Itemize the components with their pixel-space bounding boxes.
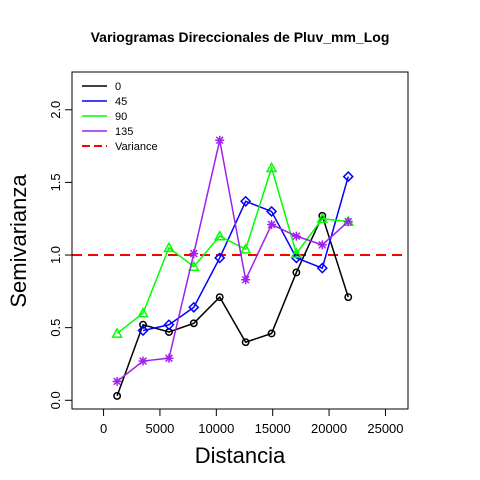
legend-item-45: 45 [82, 96, 127, 108]
legend: 0 45 90 135 Variance [82, 81, 158, 153]
data-point [291, 231, 301, 241]
x-tick-label: 20000 [311, 421, 347, 436]
data-point [266, 205, 278, 218]
legend-item-0: 0 [82, 81, 121, 93]
data-point [137, 324, 149, 337]
data-point [215, 135, 225, 145]
data-point [241, 338, 250, 347]
data-point [343, 217, 353, 227]
series-line [142, 176, 349, 332]
data-point [137, 307, 149, 318]
data-point [267, 329, 276, 338]
data-point [213, 230, 226, 241]
data-point [344, 293, 353, 302]
data-point [292, 268, 301, 277]
data-point [111, 327, 123, 338]
data-point [113, 391, 122, 400]
data-point [215, 293, 224, 302]
data-point [188, 301, 200, 313]
series-90 [111, 161, 355, 338]
marker-stroke [318, 240, 327, 249]
marker-stroke [165, 354, 173, 363]
series-line [116, 140, 349, 382]
marker-stroke [241, 275, 250, 284]
legend-label: 135 [115, 126, 133, 138]
marker-stroke [113, 377, 122, 386]
data-point [189, 319, 198, 328]
series-135 [112, 135, 353, 386]
y-tick-label: 2.0 [48, 101, 63, 119]
data-point [267, 220, 277, 230]
axes-layer: 0 5000 10000 15000 20000 25000 0.0 0.5 1.0 1.5 2.0 [48, 101, 404, 436]
data-point [290, 247, 303, 258]
data-point [342, 171, 354, 183]
data-point [239, 243, 252, 254]
y-tick-label: 1.5 [48, 173, 63, 191]
x-tick-label: 10000 [198, 421, 234, 436]
y-tick-label: 1.0 [48, 246, 63, 264]
marker-stroke [267, 220, 276, 229]
chart-title: Variogramas Direccionales de Pluv_mm_Log [91, 29, 390, 45]
series-layer [111, 135, 355, 400]
y-tick-label: 0.0 [48, 391, 63, 409]
marker-stroke [215, 136, 224, 145]
series-line [116, 165, 349, 335]
legend-item-variance: Variance [82, 141, 158, 153]
data-point [317, 240, 327, 250]
data-point [139, 320, 147, 329]
marker-stroke [189, 249, 198, 258]
marker-stroke [292, 232, 301, 241]
legend-item-135: 135 [82, 126, 133, 138]
data-point [316, 212, 329, 224]
data-point [163, 241, 175, 253]
legend-item-90: 90 [82, 111, 127, 123]
legend-label: 45 [115, 96, 127, 108]
data-point [265, 161, 278, 173]
data-point [189, 249, 199, 259]
marker-stroke [344, 217, 353, 226]
marker-stroke [139, 357, 147, 365]
data-point [138, 356, 148, 366]
data-point [214, 252, 226, 264]
data-point [164, 353, 174, 363]
data-point [112, 376, 122, 386]
legend-label: 0 [115, 81, 121, 93]
y-tick-label: 0.5 [48, 319, 63, 337]
x-axis-title: Distancia [195, 443, 286, 468]
x-tick-label: 25000 [367, 421, 403, 436]
legend-label: 90 [115, 111, 127, 123]
y-axis-title: Semivarianza [6, 174, 31, 308]
data-point [163, 319, 175, 331]
legend-label: Variance [115, 141, 158, 153]
x-tick-label: 5000 [145, 421, 174, 436]
data-point [316, 262, 328, 274]
series-45 [137, 171, 354, 337]
x-tick-label: 0 [100, 421, 107, 436]
x-tick-label: 15000 [255, 421, 291, 436]
data-point [240, 195, 252, 207]
data-point [241, 275, 251, 285]
